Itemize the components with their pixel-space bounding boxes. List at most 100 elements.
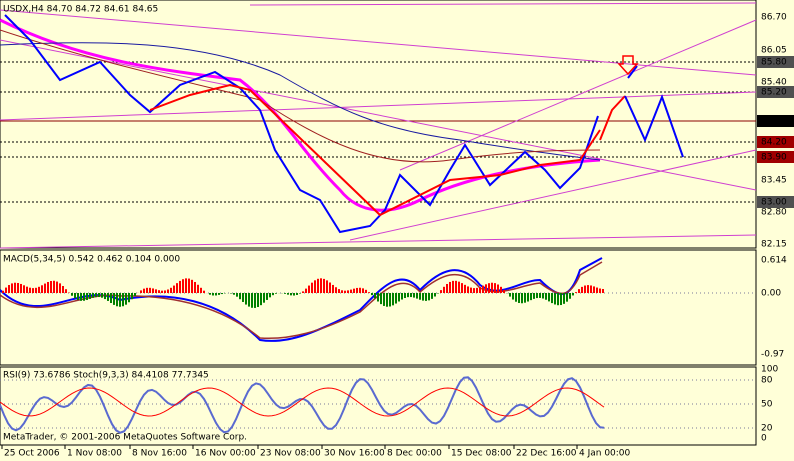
histogram-bar	[14, 282, 16, 293]
symbol-info: USDX,H4 84.70 84.72 84.61 84.65	[3, 5, 158, 15]
histogram-bar	[314, 280, 316, 293]
histogram-bar	[176, 283, 178, 293]
rsi-axis-label: 50	[761, 400, 773, 410]
histogram-bar	[140, 290, 142, 293]
histogram-bar	[197, 284, 199, 293]
histogram-bar	[347, 290, 349, 293]
histogram-bar	[284, 293, 286, 294]
histogram-bar	[173, 285, 175, 293]
histogram-bar	[305, 288, 307, 293]
histogram-bar	[131, 293, 133, 300]
histogram-bar	[419, 293, 421, 300]
histogram-bar	[404, 293, 406, 298]
histogram-bar	[113, 293, 115, 305]
histogram-bar	[371, 293, 373, 296]
histogram-bar	[179, 280, 181, 293]
histogram-bar	[473, 288, 475, 293]
histogram-bar	[80, 293, 82, 301]
histogram-bar	[449, 281, 451, 293]
histogram-bar	[182, 279, 184, 293]
histogram-bar	[461, 283, 463, 293]
histogram-bar	[272, 293, 274, 296]
price-label: 85.20	[761, 88, 787, 98]
histogram-bar	[212, 293, 214, 296]
histogram-bar	[542, 293, 544, 299]
trend-lines	[0, 2, 757, 249]
histogram-bar	[317, 278, 319, 293]
histogram-bar	[410, 293, 412, 298]
signal-line	[0, 261, 603, 340]
histogram-bar	[302, 291, 304, 293]
histogram-bar	[350, 289, 352, 293]
histogram-bar	[65, 289, 67, 293]
histogram-bar	[116, 293, 118, 307]
histogram-bar	[545, 293, 547, 300]
histogram-bar	[527, 293, 529, 302]
histogram-bar	[599, 288, 601, 293]
histogram-bar	[98, 293, 100, 298]
histogram-bar	[467, 286, 469, 293]
histogram-bar	[566, 293, 568, 302]
histogram-bar	[560, 293, 562, 306]
histogram-bar	[203, 290, 205, 293]
histogram-bar	[539, 293, 541, 298]
histogram-bar	[377, 293, 379, 302]
macd-histogram	[2, 278, 604, 308]
time-label: 1 Nov 08:00	[67, 449, 122, 459]
histogram-bar	[53, 280, 55, 293]
histogram-bar	[368, 292, 370, 293]
histogram-bar	[209, 293, 211, 295]
histogram-bar	[326, 280, 328, 293]
histogram-bar	[296, 293, 298, 295]
labels: USDX,H4 84.70 84.72 84.61 84.65 MACD(5,34…	[1, 5, 794, 459]
histogram-bar	[593, 286, 595, 293]
histogram-bar	[5, 287, 7, 293]
histogram-bar	[47, 282, 49, 293]
histogram-bar	[491, 282, 493, 293]
histogram-bar	[578, 289, 580, 293]
histogram-bar	[524, 293, 526, 303]
histogram-bar	[194, 281, 196, 293]
forecast-arrow	[599, 95, 626, 141]
histogram-bar	[59, 283, 61, 293]
histogram-bar	[86, 293, 88, 301]
histogram-bar	[287, 293, 289, 295]
histogram-bar	[353, 288, 355, 293]
rsi-axis-label: 100	[761, 365, 778, 375]
time-label: 15 Dec 08:00	[451, 449, 512, 459]
histogram-bar	[557, 293, 559, 306]
histogram-bar	[185, 278, 187, 293]
histogram-bar	[188, 278, 190, 293]
histogram-bar	[476, 287, 478, 293]
copyright: MetaTrader, © 2001-2006 MetaQuotes Softw…	[3, 433, 247, 443]
histogram-bar	[374, 293, 376, 299]
histogram-bar	[248, 293, 250, 307]
histogram-bar	[218, 293, 220, 295]
histogram-bar	[221, 293, 223, 295]
histogram-bar	[191, 279, 193, 293]
price-label: 83.45	[761, 176, 787, 186]
histogram-bar	[590, 285, 592, 293]
histogram-bar	[200, 287, 202, 293]
histogram-bar	[338, 289, 340, 293]
histogram-bar	[299, 293, 301, 294]
histogram-bar	[251, 293, 253, 308]
histogram-bar	[554, 293, 556, 305]
histogram-bar	[497, 284, 499, 293]
histogram-bar	[503, 289, 505, 293]
time-label: 4 Jan 00:00	[579, 449, 631, 459]
time-label: 22 Dec 16:00	[516, 449, 577, 459]
histogram-bar	[155, 289, 157, 293]
histogram-bar	[515, 293, 517, 302]
price-label: 82.15	[761, 240, 787, 250]
histogram-bar	[602, 288, 604, 293]
macd-axis-label: -0.97	[761, 350, 784, 360]
histogram-bar	[2, 290, 4, 293]
histogram-bar	[596, 287, 598, 293]
time-label: 30 Nov 16:00	[324, 449, 385, 459]
histogram-bar	[242, 293, 244, 302]
histogram-bar	[263, 293, 265, 303]
histogram-bar	[125, 293, 127, 305]
time-label: 8 Nov 16:00	[132, 449, 187, 459]
